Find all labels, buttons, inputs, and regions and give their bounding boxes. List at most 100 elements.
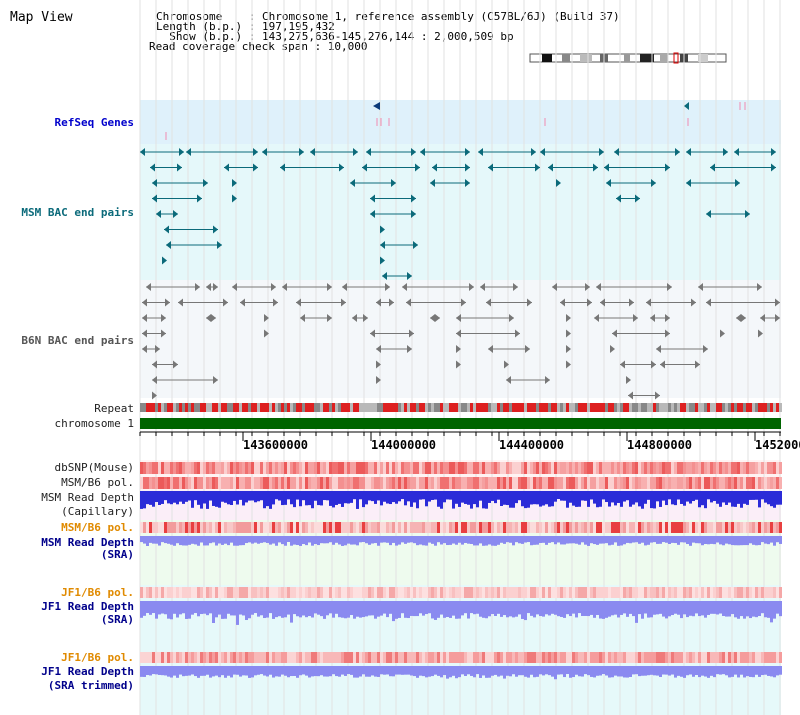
msm-sra-depth-bar [581, 536, 584, 543]
jf1-b6-pol-2-cell [305, 652, 308, 663]
dbsnp-cell [719, 462, 722, 474]
msm-b6-pol-sra-cell [617, 522, 620, 533]
msm-capillary-depth-bar [161, 491, 164, 504]
jf1-b6-pol-cell [143, 587, 146, 598]
dbsnp-cell [542, 462, 545, 474]
b6n-bac-pair-end [342, 283, 347, 291]
refseq-gene [373, 102, 380, 110]
jf1-sra-depth-bar [617, 601, 620, 618]
msm-b6-pol-cell [449, 477, 452, 489]
msm-b6-pol-cell [593, 477, 596, 489]
msm-b6-pol-cell [770, 477, 773, 489]
msm-b6-pol-sra-cell [557, 522, 560, 533]
jf1-b6-pol-cell [539, 587, 542, 598]
msm-capillary-depth-bar [572, 491, 575, 506]
repeat-mark [410, 403, 413, 412]
jf1-trim-depth-bar [716, 666, 719, 675]
jf1-b6-pol-2-cell [566, 652, 569, 663]
repeat-label: Repeat [94, 402, 134, 415]
msm-sra-depth-bar [503, 536, 506, 544]
repeat-mark [548, 403, 551, 412]
msm-sra-depth-bar [761, 536, 764, 543]
msm-b6-pol-sra-cell [341, 522, 344, 533]
msm-sra-depth-bar [764, 536, 767, 544]
msm-sra-depth-bar [209, 536, 212, 544]
jf1-b6-pol-2-cell [602, 652, 605, 663]
msm-capillary-depth-bar [713, 491, 716, 502]
jf1-b6-pol-cell [470, 587, 473, 598]
msm-b6-pol-sra-cell [698, 522, 701, 533]
jf1-trim-depth-bar [557, 666, 560, 675]
msm-capillary-depth-bar [671, 491, 674, 505]
msm-b6-pol-sra-cell [503, 522, 506, 533]
msm-b6-pol-cell [560, 477, 563, 489]
msm-capillary-depth-bar [716, 491, 719, 504]
jf1-sra-depth-bar [629, 601, 632, 614]
msm-b6-pol-sra-cell [377, 522, 380, 533]
msm-b6-pol-cell [200, 477, 203, 489]
jf1-b6-pol-2-cell [473, 652, 476, 663]
msm-b6-pol-sra-cell [482, 522, 485, 533]
dbsnp-cell [410, 462, 413, 474]
jf1-b6-pol-cell [491, 587, 494, 598]
jf1-b6-pol-cell [773, 587, 776, 598]
b6n-bac-label[interactable]: B6N BAC end pairs [21, 334, 134, 347]
b6n-bac-end [566, 345, 571, 353]
jf1-sra-depth-bar [635, 601, 638, 623]
b6n-bac-pair-end [376, 345, 381, 353]
msm-b6-pol-cell [548, 477, 551, 489]
jf1-b6-pol-cell [659, 587, 662, 598]
msm-b6-pol-sra-cell [374, 522, 377, 533]
jf1-b6-pol-2-cell [623, 652, 626, 663]
jf1-b6-pol-2-cell [761, 652, 764, 663]
repeat-mark [593, 403, 596, 412]
dbsnp-cell [212, 462, 215, 474]
dbsnp-cell [536, 462, 539, 474]
b6n-bac-pair-end [240, 298, 245, 307]
msm-sra-depth-bar [755, 536, 758, 546]
msm-b6-pol-cell [365, 477, 368, 489]
jf1-b6-pol-2-cell [677, 652, 680, 663]
msm-capillary-depth-bar [653, 491, 656, 509]
repeat-mark [653, 403, 656, 412]
jf1-sra-depth-bar [644, 601, 647, 614]
repeat-mark [719, 403, 722, 412]
dbsnp-cell [599, 462, 602, 474]
dbsnp-cell [611, 462, 614, 474]
jf1-sra-depth-bar [695, 601, 698, 614]
dbsnp-cell [734, 462, 737, 474]
msm-sra-depth-bar [326, 536, 329, 544]
jf1-b6-pol-2-cell [332, 652, 335, 663]
dbsnp-cell [698, 462, 701, 474]
msm-capillary-depth-bar [236, 491, 239, 505]
jf1-b6-pol-2-cell [446, 652, 449, 663]
jf1-b6-pol-cell [464, 587, 467, 598]
jf1-trim-depth-bar [548, 666, 551, 676]
jf1-b6-pol-2-cell [161, 652, 164, 663]
msm-sra-depth-bar [713, 536, 716, 545]
jf1-trim-depth-bar [320, 666, 323, 676]
refseq-genes-label[interactable]: RefSeq Genes [54, 116, 134, 129]
b6n-bac-pair-end [741, 314, 746, 322]
msm-b6-pol-cell [533, 477, 536, 489]
repeat-mark [200, 403, 203, 412]
msm-bac-label[interactable]: MSM BAC end pairs [21, 206, 134, 219]
msm-capillary-depth-bar [269, 491, 272, 509]
msm-sra-depth-bar [149, 536, 152, 543]
jf1-trim-depth-bar [287, 666, 290, 678]
msm-b6-pol-sra-cell [299, 522, 302, 533]
jf1-sra-depth-bar [347, 601, 350, 618]
jf1-b6-pol-2-cell [770, 652, 773, 663]
jf1-trim-depth-bar [209, 666, 212, 678]
jf1-b6-pol-cell [227, 587, 230, 598]
jf1-trim-depth-bar [605, 666, 608, 676]
dbsnp-cell [452, 462, 455, 474]
msm-b6-pol-cell [260, 477, 263, 489]
msm-b6-pol-sra-cell [293, 522, 296, 533]
jf1-trim-depth-bar [179, 666, 182, 675]
jf1-b6-pol-cell [275, 587, 278, 598]
msm-b6-pol-sra-cell [743, 522, 746, 533]
b6n-bac-pair-end [655, 391, 660, 400]
jf1-trim-depth-bar [488, 666, 491, 678]
msm-b6-pol-sra-cell [602, 522, 605, 533]
